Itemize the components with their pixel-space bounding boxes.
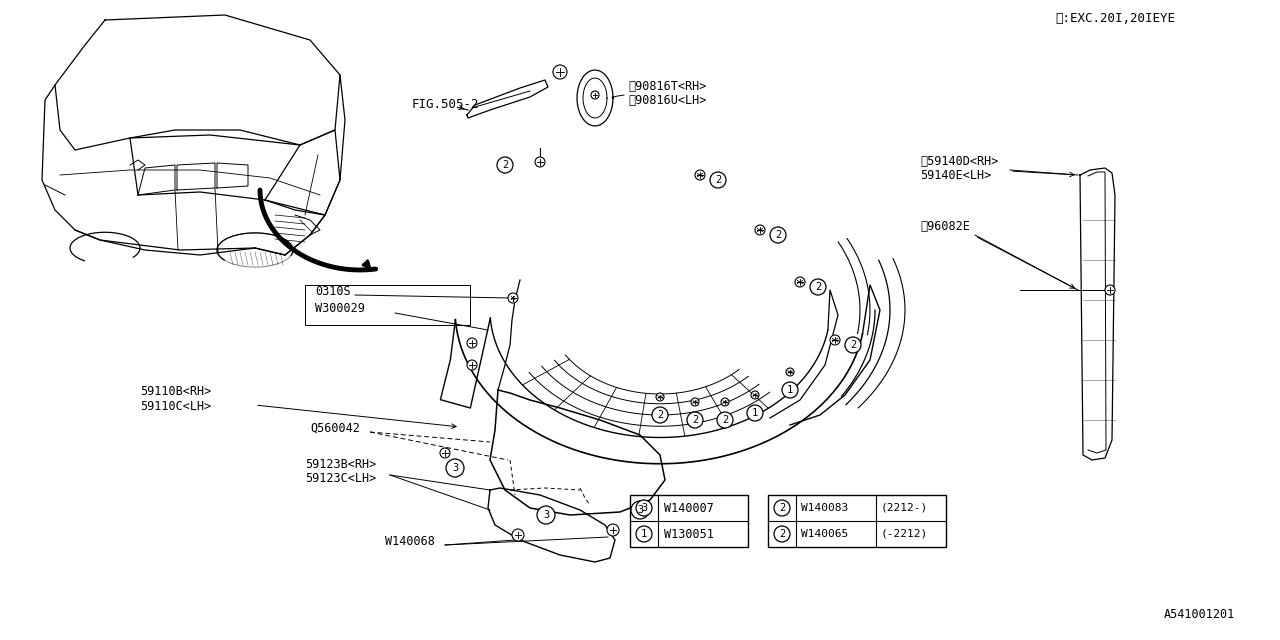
Text: ※:EXC.20I,20IEYE: ※:EXC.20I,20IEYE <box>1055 12 1175 25</box>
Text: W140007: W140007 <box>664 502 714 515</box>
Text: 2: 2 <box>774 230 781 240</box>
Circle shape <box>512 529 524 541</box>
Text: 59140E<LH>: 59140E<LH> <box>920 169 991 182</box>
Text: 2: 2 <box>722 415 728 425</box>
Bar <box>630 495 748 547</box>
Circle shape <box>795 277 805 287</box>
Circle shape <box>774 500 790 516</box>
Circle shape <box>497 157 513 173</box>
Circle shape <box>717 412 733 428</box>
Circle shape <box>786 368 794 376</box>
Text: 2: 2 <box>714 175 721 185</box>
Text: 1: 1 <box>641 529 648 539</box>
Text: Q560042: Q560042 <box>310 422 360 435</box>
Circle shape <box>467 338 477 348</box>
Circle shape <box>445 459 465 477</box>
Circle shape <box>691 398 699 406</box>
Text: 2: 2 <box>778 529 785 539</box>
Text: A541001201: A541001201 <box>1164 608 1235 621</box>
Text: 3: 3 <box>641 503 648 513</box>
Text: ※90816U<LH>: ※90816U<LH> <box>628 94 707 107</box>
Circle shape <box>538 506 556 524</box>
Text: 59110C<LH>: 59110C<LH> <box>140 400 211 413</box>
Text: 2: 2 <box>850 340 856 350</box>
Text: W130051: W130051 <box>664 527 714 541</box>
Circle shape <box>810 279 826 295</box>
Circle shape <box>695 170 705 180</box>
Text: W140083: W140083 <box>801 503 849 513</box>
Text: 3: 3 <box>452 463 458 473</box>
Circle shape <box>657 393 664 401</box>
Text: 2: 2 <box>815 282 822 292</box>
Text: ※59140D<RH>: ※59140D<RH> <box>920 155 998 168</box>
Text: 3: 3 <box>543 510 549 520</box>
Text: 0310S: 0310S <box>315 285 351 298</box>
Circle shape <box>829 335 840 345</box>
Text: 2: 2 <box>778 503 785 513</box>
Circle shape <box>751 391 759 399</box>
Circle shape <box>845 337 861 353</box>
Text: 2: 2 <box>657 410 663 420</box>
Text: 59123B<RH>: 59123B<RH> <box>305 458 376 471</box>
Circle shape <box>687 412 703 428</box>
Text: FIG.505-2: FIG.505-2 <box>412 98 480 111</box>
Text: 3: 3 <box>637 505 643 515</box>
Bar <box>768 495 946 547</box>
Circle shape <box>1105 285 1115 295</box>
Circle shape <box>782 382 797 398</box>
Text: (-2212): (-2212) <box>881 529 928 539</box>
Circle shape <box>553 65 567 79</box>
Circle shape <box>771 227 786 243</box>
Circle shape <box>774 526 790 542</box>
Text: W140068: W140068 <box>385 535 435 548</box>
Circle shape <box>748 405 763 421</box>
Text: 59123C<LH>: 59123C<LH> <box>305 472 376 485</box>
Circle shape <box>440 448 451 458</box>
Circle shape <box>631 501 649 519</box>
Circle shape <box>710 172 726 188</box>
Text: 2: 2 <box>692 415 698 425</box>
Text: 1: 1 <box>751 408 758 418</box>
Text: (2212-): (2212-) <box>881 503 928 513</box>
Circle shape <box>607 524 620 536</box>
Text: W300029: W300029 <box>315 302 365 315</box>
Text: 2: 2 <box>502 160 508 170</box>
Text: ※96082E: ※96082E <box>920 220 970 233</box>
Circle shape <box>652 407 668 423</box>
Circle shape <box>636 500 652 516</box>
Circle shape <box>636 526 652 542</box>
Text: W140065: W140065 <box>801 529 849 539</box>
Text: 1: 1 <box>787 385 794 395</box>
Circle shape <box>721 398 730 406</box>
Circle shape <box>535 157 545 167</box>
Circle shape <box>755 225 765 235</box>
Text: 59110B<RH>: 59110B<RH> <box>140 385 211 398</box>
Circle shape <box>467 360 477 370</box>
Text: ※90816T<RH>: ※90816T<RH> <box>628 80 707 93</box>
Circle shape <box>591 91 599 99</box>
Bar <box>305 285 470 325</box>
Circle shape <box>508 293 518 303</box>
